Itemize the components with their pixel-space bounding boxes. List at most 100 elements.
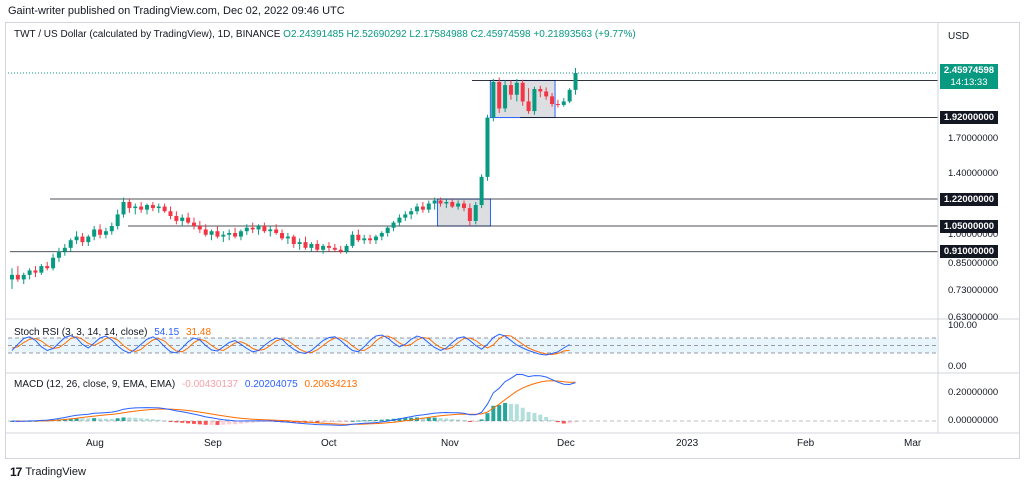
candle-body [109, 226, 114, 232]
macd-histogram-bar [379, 419, 384, 421]
candle-body [186, 217, 191, 223]
macd-histogram-bar [103, 418, 108, 421]
macd-histogram-bar [332, 421, 337, 423]
macd-histogram-bar [432, 417, 437, 421]
macd-tick-zero: 0.00000000 [948, 415, 999, 426]
candle-body [362, 238, 367, 241]
macd-histogram-bar [368, 420, 373, 422]
macd-histogram-bar [262, 421, 267, 423]
macd-histogram-bar [145, 418, 150, 421]
macd-histogram-bar [309, 421, 314, 423]
candle-body [479, 176, 484, 206]
candle-body [420, 206, 425, 210]
macd-histogram-bar [561, 421, 566, 424]
candle-body [262, 226, 267, 232]
candle-body [497, 81, 502, 109]
macd-histogram-bar [197, 421, 202, 425]
macd-histogram-bar [438, 418, 443, 421]
stoch-rsi-legend[interactable]: Stoch RSI (3, 3, 14, 14, close) 54.15 31… [14, 327, 211, 338]
candle-body [321, 245, 326, 250]
candle-body [508, 85, 513, 95]
macd-histogram-bar [544, 416, 549, 421]
candle-body [332, 247, 337, 250]
candle-body [573, 73, 578, 90]
chart-area[interactable] [5, 22, 1020, 459]
candle-body [238, 231, 243, 237]
candle-body [103, 231, 108, 235]
tv-logo-icon: 17 [10, 465, 22, 479]
macd-histogram-bar [491, 405, 496, 421]
macd-histogram-bar [133, 417, 138, 421]
macd-histogram-bar [573, 421, 578, 422]
candle-body [162, 206, 167, 212]
macd-legend[interactable]: MACD (12, 26, close, 9, EMA, EMA) -0.004… [14, 379, 357, 390]
candle-body [150, 205, 155, 209]
macd-histogram-bar [268, 421, 273, 422]
candle-body [280, 232, 285, 239]
candle-body [285, 236, 290, 239]
macd-histogram-bar [479, 419, 484, 421]
candle-body [33, 270, 38, 273]
candle-body [315, 243, 320, 250]
macd-histogram-bar [444, 418, 449, 421]
macd-histogram-bar [461, 420, 466, 422]
candle-body [127, 202, 132, 209]
time-label-nov: Nov [441, 438, 459, 449]
candle-body [291, 236, 296, 244]
candle-body [221, 234, 226, 237]
macd-histogram-bar [526, 412, 531, 421]
macd-histogram-bar [567, 421, 572, 424]
candle-body [56, 251, 61, 258]
candle-body [244, 227, 249, 232]
candle-body [403, 214, 408, 218]
candle-body [80, 236, 85, 243]
price-level-tag: 0.91000000 [940, 245, 998, 259]
candle-body [156, 206, 161, 209]
time-label-dec: Dec [557, 438, 575, 449]
candle-body [491, 81, 496, 118]
candle-body [473, 205, 478, 221]
signal-line-value: 0.20634213 [304, 379, 358, 390]
candle-body [338, 249, 343, 252]
macd-histogram-bar [127, 417, 132, 421]
tradingview-brand: TradingView [25, 466, 86, 478]
macd-histogram-bar [238, 421, 243, 424]
symbol-description[interactable]: TWT / US Dollar (calculated by TradingVi… [14, 29, 281, 40]
candle-body [555, 104, 560, 106]
stoch-k-line [11, 333, 570, 356]
candle-body [121, 202, 126, 215]
candle-body [74, 236, 79, 241]
macd-histogram-bar [250, 421, 255, 423]
macd-histogram-bar [520, 407, 525, 421]
macd-histogram-bar [338, 421, 343, 423]
price-level-tag: 1.22000000 [940, 192, 998, 206]
candle-body [538, 89, 543, 92]
macd-line-value: 0.20204075 [244, 379, 298, 390]
candle-body [373, 236, 378, 241]
macd-histogram-bar [508, 403, 513, 421]
macd-signal-line [12, 380, 576, 425]
candle-body [550, 96, 555, 105]
candle-body [409, 211, 414, 215]
candle-body [133, 206, 138, 209]
candle-body [567, 89, 572, 102]
candle-body [344, 245, 349, 252]
macd-histogram-bar [174, 421, 179, 423]
candle-body [168, 211, 173, 217]
candle-body [432, 200, 437, 204]
macd-histogram-bar [168, 421, 173, 422]
macd-histogram-bar [191, 421, 196, 424]
ohlc-values: O2.24391485 H2.52690292 L2.17584988 C2.4… [283, 29, 636, 40]
price-tick-label: 1.00000000 [948, 228, 999, 240]
tradingview-logo[interactable]: 17 TradingView [10, 465, 86, 479]
price-level-tag: 1.92000000 [940, 111, 998, 125]
macd-histogram-bar [221, 421, 226, 425]
macd-histogram-bar [397, 418, 402, 421]
macd-histogram-bar [233, 421, 238, 425]
macd-histogram-bar [150, 419, 155, 421]
stoch-k-value: 54.15 [154, 327, 180, 338]
candle-body [92, 229, 97, 237]
candle-body [51, 257, 56, 269]
